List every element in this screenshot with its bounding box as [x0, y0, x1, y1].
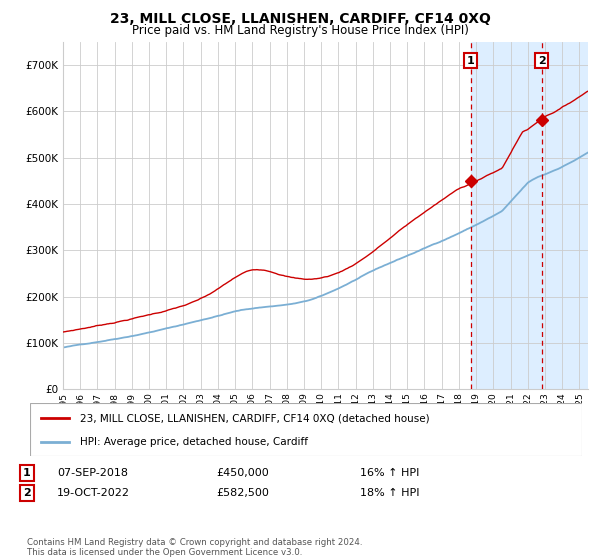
FancyBboxPatch shape [30, 403, 582, 456]
Text: 2: 2 [538, 55, 545, 66]
Text: HPI: Average price, detached house, Cardiff: HPI: Average price, detached house, Card… [80, 436, 308, 446]
Text: £450,000: £450,000 [216, 468, 269, 478]
Text: Price paid vs. HM Land Registry's House Price Index (HPI): Price paid vs. HM Land Registry's House … [131, 24, 469, 36]
Text: 23, MILL CLOSE, LLANISHEN, CARDIFF, CF14 0XQ (detached house): 23, MILL CLOSE, LLANISHEN, CARDIFF, CF14… [80, 413, 430, 423]
Text: 16% ↑ HPI: 16% ↑ HPI [360, 468, 419, 478]
Text: Contains HM Land Registry data © Crown copyright and database right 2024.
This d: Contains HM Land Registry data © Crown c… [27, 538, 362, 557]
Text: 1: 1 [23, 468, 31, 478]
Text: 07-SEP-2018: 07-SEP-2018 [57, 468, 128, 478]
Text: 23, MILL CLOSE, LLANISHEN, CARDIFF, CF14 0XQ: 23, MILL CLOSE, LLANISHEN, CARDIFF, CF14… [110, 12, 490, 26]
Text: 19-OCT-2022: 19-OCT-2022 [57, 488, 130, 498]
Text: £582,500: £582,500 [216, 488, 269, 498]
Text: 1: 1 [467, 55, 475, 66]
Text: 18% ↑ HPI: 18% ↑ HPI [360, 488, 419, 498]
Text: 2: 2 [23, 488, 31, 498]
Bar [471, 42, 588, 389]
